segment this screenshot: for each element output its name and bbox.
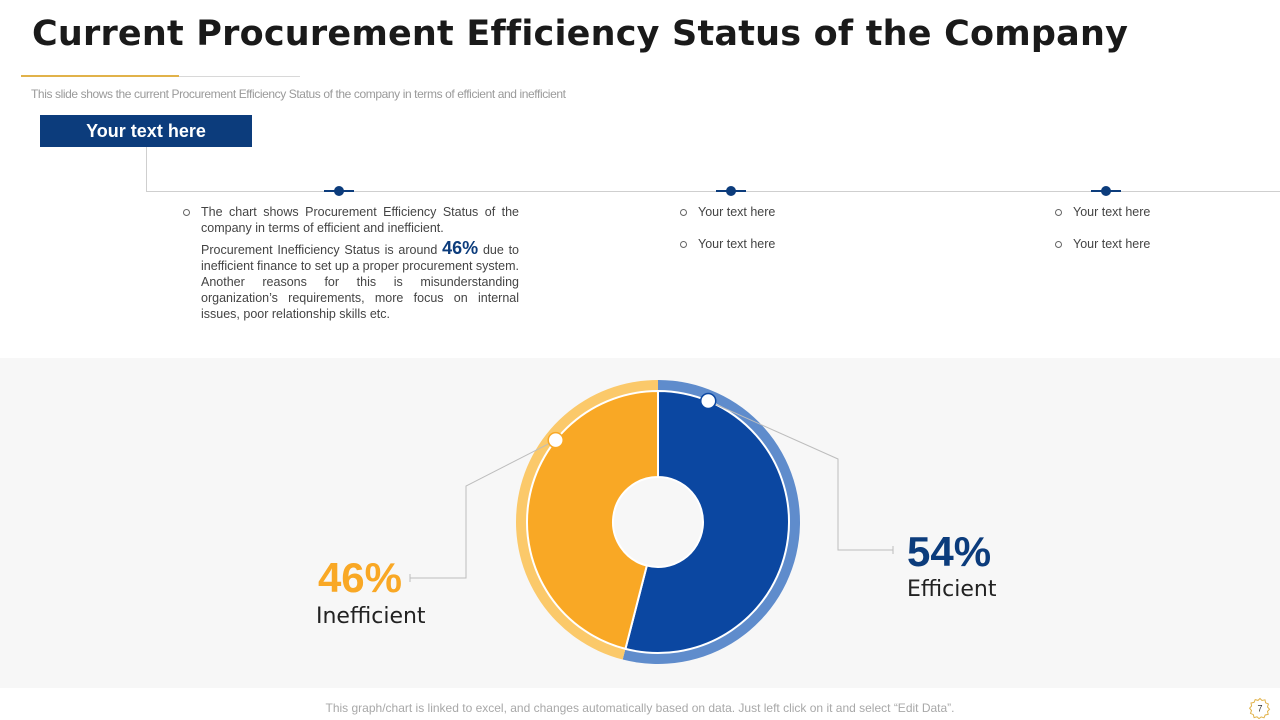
list-item: Your text here [1055, 236, 1255, 252]
slice-inefficient [526, 389, 659, 651]
footer-note: This graph/chart is linked to excel, and… [325, 701, 955, 715]
list-item: Your text here [680, 204, 880, 220]
leader-line-inefficient [410, 439, 556, 579]
description-line-2: Procurement Inefficiency Status is aroun… [201, 238, 519, 321]
efficient-label: Efficient [907, 577, 997, 602]
timeline-marker-1 [324, 185, 354, 197]
list-item: Your text here [1055, 204, 1255, 220]
timeline-marker-3 [1091, 185, 1121, 197]
page-number-badge: 7 [1249, 697, 1271, 719]
text-column-3: Your text here Your text here [1055, 204, 1255, 268]
title-underline-accent [21, 75, 179, 77]
slide-subtitle: This slide shows the current Procurement… [31, 87, 566, 101]
slice-efficient [624, 389, 790, 654]
list-item: Your text here [680, 236, 880, 252]
timeline-marker-2 [716, 185, 746, 197]
efficient-percentage: 54% [907, 528, 991, 575]
callout-dot-inefficient [547, 431, 564, 449]
slide-title: Current Procurement Efficiency Status of… [32, 14, 1129, 54]
inefficient-percentage: 46% [318, 554, 402, 601]
timeline-line [146, 191, 1280, 192]
leader-line-efficient [708, 400, 893, 551]
description-line-1: The chart shows Procurement Efficiency S… [183, 205, 519, 235]
description-column: The chart shows Procurement Efficiency S… [183, 204, 519, 326]
callout-dot-efficient [699, 392, 717, 410]
inefficient-label: Inefficient [316, 604, 426, 629]
gear-icon [1249, 697, 1271, 719]
inefficiency-highlight: 46% [442, 238, 479, 258]
text-column-2: Your text here Your text here [680, 204, 880, 268]
title-underline [179, 76, 300, 77]
page-number: 7 [1257, 704, 1262, 714]
timeline-connector [146, 147, 147, 192]
header-text-box[interactable]: Your text here [40, 115, 252, 147]
